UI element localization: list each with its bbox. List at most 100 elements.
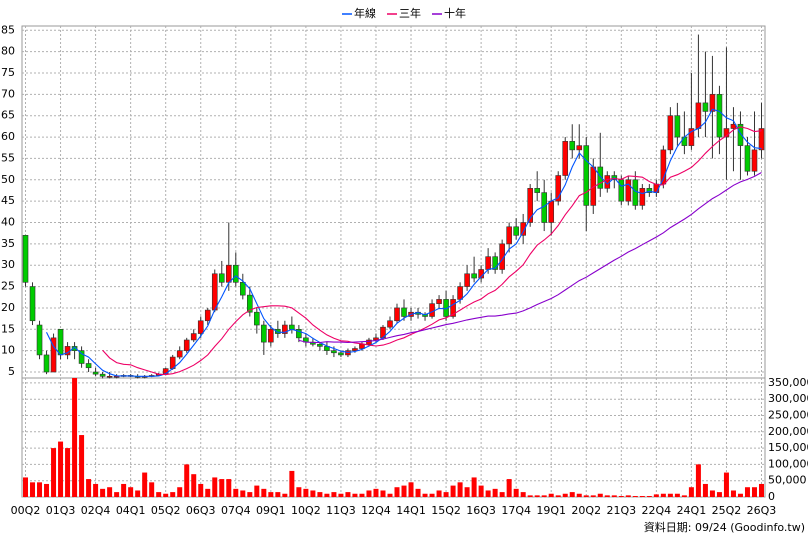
y-tick-label: 85 (1, 23, 15, 36)
volume-bar (744, 487, 750, 497)
volume-bar (590, 495, 596, 497)
volume-bar (240, 490, 246, 497)
y-tick-label: 45 (1, 194, 15, 207)
candle-body (709, 94, 716, 112)
candle-body (254, 311, 260, 326)
x-tick-label: 12Q4 (361, 504, 391, 517)
candle-body (247, 294, 253, 313)
candle-body (632, 179, 639, 206)
candle-body (492, 256, 498, 270)
volume-bar (373, 488, 379, 497)
volume-bar (79, 435, 85, 497)
candle-body (744, 145, 751, 172)
volume-bar (569, 492, 575, 497)
x-tick-label: 05Q2 (151, 504, 181, 517)
ma-line (298, 172, 762, 344)
volume-bar (583, 495, 589, 497)
candle-body (436, 299, 442, 304)
volume-bar (135, 490, 141, 497)
y-tick-label: 50,000 (768, 474, 807, 487)
candle-body (534, 188, 540, 193)
candle-body (338, 352, 344, 356)
candle-body (197, 320, 204, 334)
candle-body (331, 350, 337, 354)
candle-body (211, 273, 218, 311)
volume-bar (513, 488, 519, 497)
candle-body (352, 348, 358, 351)
y-tick-label: 0 (768, 490, 775, 503)
volume-bar (23, 477, 29, 497)
candle-body (569, 141, 576, 151)
candle-body (366, 339, 372, 345)
candle-body (667, 115, 674, 151)
y-tick-label: 30 (1, 258, 15, 271)
volume-bar (548, 493, 554, 497)
candle-body (625, 179, 632, 202)
candle-body (681, 136, 688, 146)
candle-body (660, 149, 667, 185)
volume-bar (632, 496, 638, 497)
volume-bar (429, 493, 435, 497)
candle-body (394, 307, 400, 322)
y-tick-label: 150,000 (768, 441, 808, 454)
x-tick-label: 20Q2 (571, 504, 601, 517)
y-tick-label: 200,000 (768, 425, 808, 438)
volume-bar (317, 492, 323, 497)
x-tick-label: 07Q4 (221, 504, 251, 517)
volume-bar (562, 493, 568, 497)
volume-bar (51, 448, 57, 497)
volume-bar (170, 492, 176, 497)
volume-bar (737, 493, 743, 497)
legend-label: 年線 (354, 6, 376, 20)
volume-bar (653, 494, 659, 497)
candle-body (702, 102, 709, 112)
volume-bar (247, 492, 253, 497)
candle-body (232, 264, 239, 283)
x-tick-label: 19Q1 (536, 504, 566, 517)
volume-bar (65, 448, 71, 497)
candle-body (758, 128, 765, 151)
candle-body (218, 273, 225, 283)
volume-bar (604, 495, 610, 497)
volume-bar (681, 495, 687, 497)
x-tick-label: 17Q4 (501, 504, 531, 517)
candle-body (268, 329, 274, 343)
x-tick-label: 04Q1 (116, 504, 146, 517)
volume-bar (338, 493, 344, 497)
volume-bar (639, 496, 645, 497)
candle-body (78, 350, 85, 364)
y-tick-label: 80 (1, 45, 15, 58)
candle-body (261, 324, 267, 343)
candle-body (506, 226, 512, 245)
legend-label: 三年 (399, 6, 421, 20)
volume-bar (352, 493, 358, 497)
volume-bar (58, 441, 64, 497)
volume-bar (597, 493, 603, 497)
y-tick-label: 300,000 (768, 392, 808, 405)
volume-bar (541, 495, 547, 497)
volume-bar (324, 493, 330, 497)
volume-bar (758, 483, 764, 497)
volume-bar (506, 479, 512, 497)
candle-body (464, 273, 470, 287)
candle-body (751, 149, 758, 172)
volume-bar (520, 492, 526, 497)
y-tick-label: 100,000 (768, 457, 808, 470)
legend-label: 十年 (444, 6, 466, 20)
candle-body (282, 324, 288, 334)
price-frame (21, 25, 766, 379)
y-tick-label: 10 (1, 344, 15, 357)
candle-body (737, 123, 744, 146)
candle-body (520, 222, 526, 236)
volume-bar (618, 496, 624, 497)
volume-bar (114, 492, 120, 497)
candle-body (401, 307, 407, 317)
volume-bar (478, 485, 484, 497)
volume-bar (527, 495, 533, 497)
volume-bar (142, 472, 148, 497)
x-tick-label: 16Q3 (466, 504, 496, 517)
volume-bar (667, 493, 673, 497)
volume-bar (128, 487, 134, 497)
candle-body (471, 273, 477, 279)
x-tick-label: 00Q2 (11, 504, 41, 517)
